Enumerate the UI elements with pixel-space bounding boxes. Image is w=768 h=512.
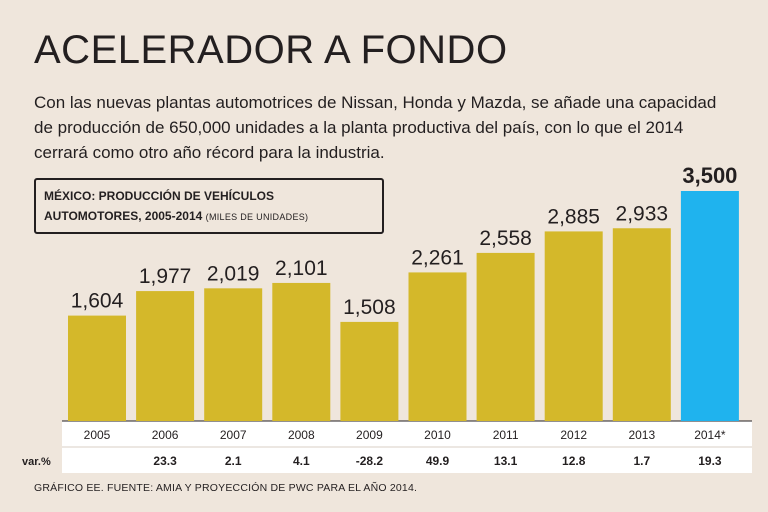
bar-2010 (408, 272, 467, 421)
x-tick-label-2014*: 2014* (694, 428, 726, 442)
x-tick-label-2011: 2011 (493, 428, 519, 442)
bar-value-label-2011: 2,558 (479, 227, 532, 250)
x-tick-label-2012: 2012 (560, 428, 587, 442)
year-row-band (62, 421, 752, 447)
bar-value-label-2012: 2,885 (547, 205, 600, 228)
variation-value-2007: 2.1 (225, 454, 242, 468)
bar-2008 (272, 282, 331, 421)
variation-row-label: var.% (22, 456, 51, 468)
x-tick-label-2007: 2007 (220, 428, 247, 442)
bar-2011 (476, 252, 535, 421)
variation-value-2013: 1.7 (633, 454, 650, 468)
bar-value-label-2006: 1,977 (139, 265, 192, 288)
variation-value-2010: 49.9 (426, 454, 450, 468)
page-subtitle: Con las nuevas plantas automotrices de N… (34, 93, 717, 162)
bar-2005 (68, 315, 126, 421)
chart-unit-label: (MILES DE UNIDADES) (205, 212, 309, 222)
chart-title-line2: AUTOMOTORES, 2005-2014 (44, 209, 203, 223)
bar-value-label-2010: 2,261 (411, 246, 464, 269)
variation-value-2012: 12.8 (562, 454, 586, 468)
bar-2007 (204, 288, 263, 421)
variation-value-2008: 4.1 (293, 454, 310, 468)
bar-value-label-2005: 1,604 (71, 290, 124, 313)
x-tick-label-2005: 2005 (84, 428, 111, 442)
bar-value-label-2007: 2,019 (207, 262, 260, 285)
variation-value-2009: -28.2 (356, 454, 384, 468)
chart-title-box: MÉXICO: PRODUCCIÓN DE VEHÍCULOS AUTOMOTO… (34, 178, 384, 234)
x-tick-label-2013: 2013 (628, 428, 655, 442)
bar-2009 (340, 321, 399, 421)
bar-value-label-2013: 2,933 (616, 202, 669, 225)
bar-value-label-2008: 2,101 (275, 257, 328, 280)
variation-value-2006: 23.3 (153, 454, 177, 468)
bar-2006 (136, 291, 195, 421)
page-title: ACELERADOR A FONDO (34, 28, 508, 72)
source-footer: GRÁFICO EE. FUENTE: AMIA Y PROYECCIÓN DE… (34, 482, 418, 494)
variation-value-2014*: 19.3 (698, 454, 722, 468)
x-tick-label-2010: 2010 (424, 428, 451, 442)
variation-value-2011: 13.1 (494, 454, 518, 468)
x-tick-label-2009: 2009 (356, 428, 383, 442)
variation-row-band (62, 447, 752, 473)
chart-title-line1: MÉXICO: PRODUCCIÓN DE VEHÍCULOS (44, 189, 275, 203)
bar-value-label-2014*: 3,500 (682, 163, 737, 188)
bar-value-label-2009: 1,508 (343, 296, 396, 319)
bar-2013 (612, 228, 671, 421)
bar-2012 (544, 231, 603, 421)
x-tick-label-2008: 2008 (288, 428, 315, 442)
bar-2014* (680, 191, 739, 421)
x-tick-label-2006: 2006 (152, 428, 179, 442)
